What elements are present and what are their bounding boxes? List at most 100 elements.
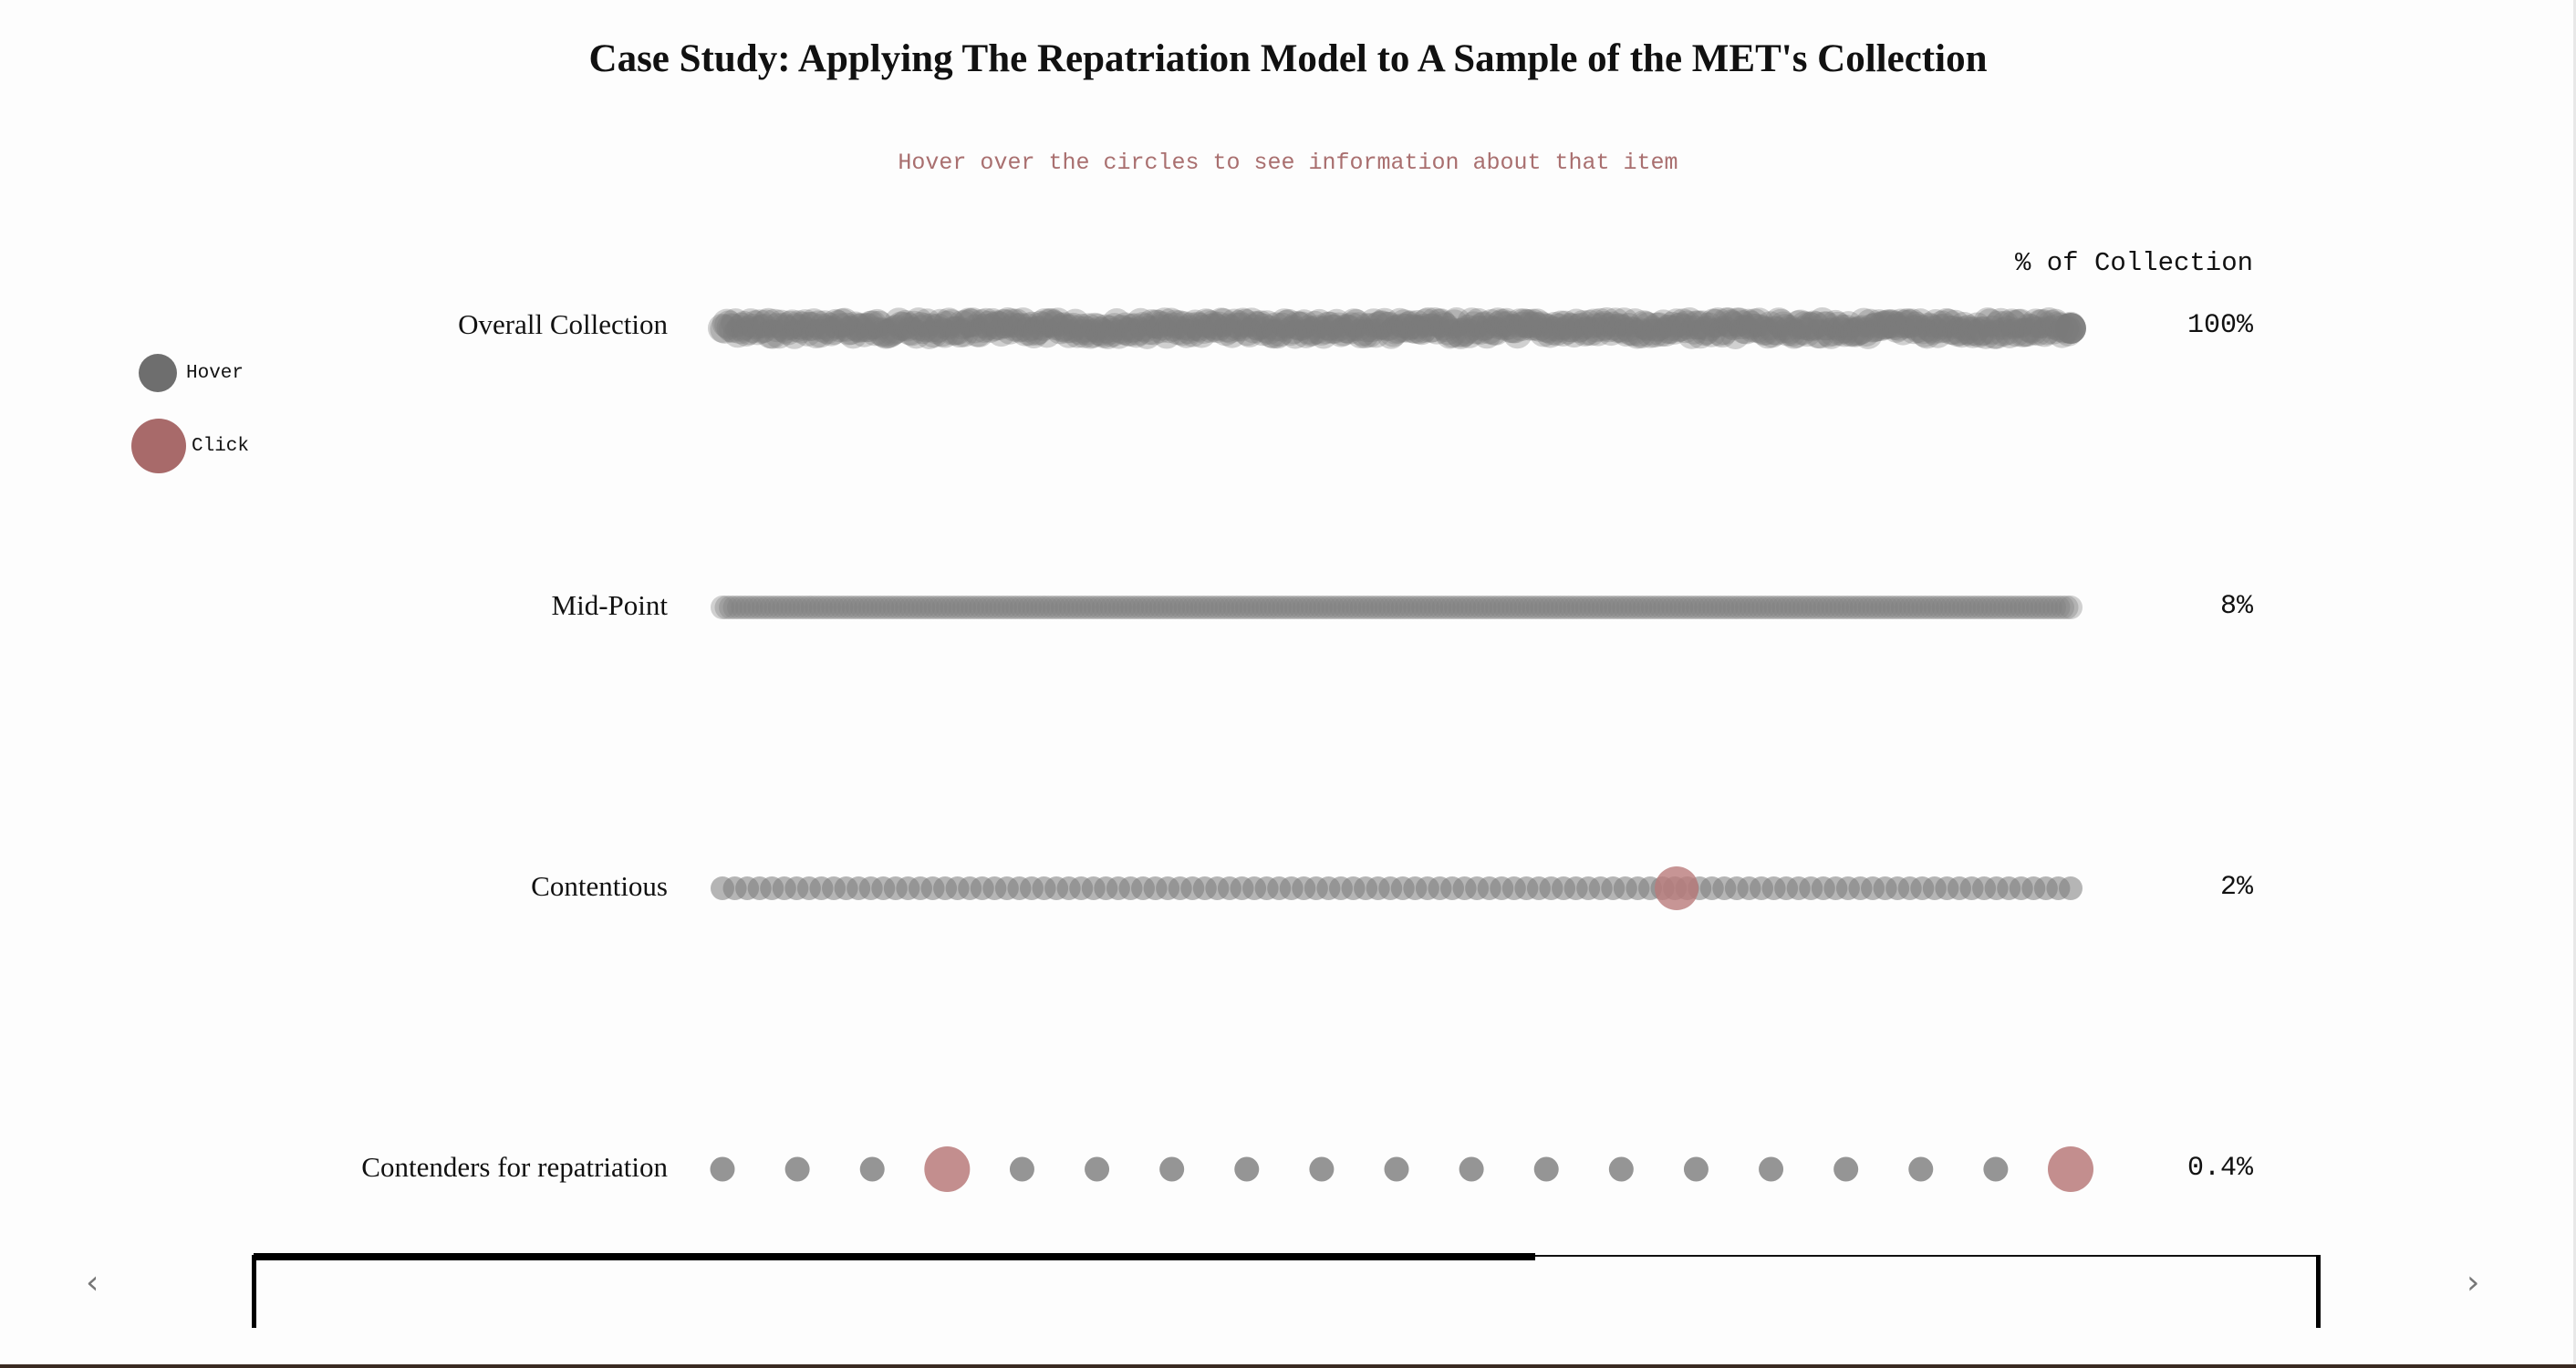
collection-item-dot[interactable]	[914, 319, 944, 349]
midpoint-item-dot[interactable]	[1263, 596, 1288, 619]
collection-item-dot[interactable]	[1060, 308, 1090, 338]
collection-item-dot[interactable]	[1700, 308, 1730, 338]
midpoint-item-dot[interactable]	[1566, 596, 1591, 619]
contender-item-dot[interactable]	[1459, 1156, 1484, 1182]
collection-item-dot[interactable]	[1683, 310, 1713, 340]
midpoint-item-dot[interactable]	[923, 596, 948, 619]
midpoint-item-dot[interactable]	[2010, 596, 2034, 619]
collection-item-dot[interactable]	[1672, 310, 1702, 340]
midpoint-item-dot[interactable]	[1665, 596, 1689, 619]
collection-item-dot[interactable]	[1813, 317, 1844, 347]
collection-item-dot[interactable]	[1661, 308, 1691, 338]
midpoint-item-dot[interactable]	[919, 596, 944, 619]
collection-item-dot[interactable]	[1910, 317, 1940, 347]
collection-item-dot[interactable]	[1945, 316, 1975, 346]
collection-item-dot[interactable]	[936, 309, 966, 339]
midpoint-item-dot[interactable]	[1116, 596, 1140, 619]
midpoint-item-dot[interactable]	[1079, 596, 1104, 619]
midpoint-item-dot[interactable]	[1378, 596, 1403, 619]
collection-item-dot[interactable]	[1790, 311, 1820, 341]
collection-item-dot[interactable]	[1788, 316, 1818, 346]
midpoint-item-dot[interactable]	[1706, 596, 1730, 619]
midpoint-item-dot[interactable]	[1333, 596, 1357, 619]
collection-item-dot[interactable]	[1520, 311, 1550, 341]
collection-item-dot[interactable]	[746, 314, 776, 344]
midpoint-item-dot[interactable]	[1428, 596, 1452, 619]
collection-item-dot[interactable]	[1223, 310, 1253, 340]
collection-item-dot[interactable]	[1106, 314, 1136, 344]
midpoint-item-dot[interactable]	[1001, 596, 1025, 619]
collection-item-dot[interactable]	[1054, 318, 1084, 348]
collection-item-dot[interactable]	[1408, 313, 1439, 343]
collection-item-dot[interactable]	[1846, 315, 1876, 345]
collection-item-dot[interactable]	[991, 309, 1021, 339]
collection-item-dot[interactable]	[1017, 311, 1047, 341]
collection-item-dot[interactable]	[1287, 311, 1317, 341]
collection-item-dot[interactable]	[1796, 312, 1826, 342]
collection-item-dot[interactable]	[1265, 317, 1295, 347]
collection-item-dot[interactable]	[1248, 316, 1278, 347]
collection-item-dot[interactable]	[1096, 315, 1126, 345]
collection-item-dot[interactable]	[1698, 308, 1729, 338]
collection-item-dot[interactable]	[1884, 311, 1914, 341]
collection-item-dot[interactable]	[1818, 316, 1848, 347]
midpoint-item-dot[interactable]	[1977, 596, 2001, 619]
collection-item-dot[interactable]	[1315, 311, 1345, 341]
midpoint-item-dot[interactable]	[1178, 596, 1202, 619]
collection-item-dot[interactable]	[1154, 314, 1184, 344]
collection-item-dot[interactable]	[788, 311, 818, 341]
collection-item-dot[interactable]	[1006, 312, 1036, 342]
collection-item-dot[interactable]	[1034, 308, 1065, 338]
collection-item-dot[interactable]	[1749, 316, 1779, 346]
collection-item-dot[interactable]	[1979, 319, 2010, 349]
collection-item-dot[interactable]	[1149, 307, 1179, 337]
midpoint-item-dot[interactable]	[1714, 596, 1739, 619]
midpoint-item-dot[interactable]	[1895, 596, 1919, 619]
midpoint-item-dot[interactable]	[1128, 596, 1153, 619]
collection-item-dot[interactable]	[1465, 315, 1495, 345]
collection-item-dot[interactable]	[1705, 316, 1735, 347]
midpoint-item-dot[interactable]	[1272, 596, 1296, 619]
collection-item-dot[interactable]	[1709, 316, 1740, 346]
collection-item-dot[interactable]	[1760, 316, 1790, 346]
midpoint-item-dot[interactable]	[1091, 596, 1116, 619]
midpoint-item-dot[interactable]	[1735, 596, 1760, 619]
collection-item-dot[interactable]	[984, 311, 1014, 341]
midpoint-item-dot[interactable]	[1243, 596, 1268, 619]
collection-item-dot[interactable]	[1052, 314, 1082, 344]
collection-item-dot[interactable]	[1988, 317, 2018, 347]
collection-item-dot[interactable]	[1636, 318, 1666, 348]
collection-item-dot[interactable]	[1252, 310, 1282, 340]
collection-item-dot[interactable]	[1234, 317, 1264, 347]
collection-item-dot[interactable]	[960, 314, 990, 344]
collection-item-dot[interactable]	[1553, 315, 1583, 345]
collection-item-dot[interactable]	[1209, 307, 1239, 337]
collection-item-dot[interactable]	[1799, 310, 1829, 340]
collection-item-dot[interactable]	[714, 310, 744, 340]
collection-item-dot[interactable]	[768, 312, 798, 342]
collection-item-dot[interactable]	[1929, 313, 1959, 343]
collection-item-dot[interactable]	[1733, 308, 1763, 338]
midpoint-item-dot[interactable]	[1915, 596, 1939, 619]
collection-item-dot[interactable]	[1920, 309, 1950, 339]
collection-item-dot[interactable]	[1165, 310, 1195, 340]
midpoint-item-dot[interactable]	[711, 596, 734, 619]
midpoint-item-dot[interactable]	[903, 596, 928, 619]
collection-item-dot[interactable]	[1899, 315, 1929, 345]
midpoint-item-dot[interactable]	[895, 596, 919, 619]
midpoint-item-dot[interactable]	[1497, 596, 1522, 619]
collection-item-dot[interactable]	[1740, 308, 1770, 338]
collection-item-dot[interactable]	[801, 318, 831, 348]
midpoint-item-dot[interactable]	[1771, 596, 1796, 619]
collection-item-dot[interactable]	[1625, 317, 1655, 347]
collection-item-dot[interactable]	[923, 313, 953, 343]
midpoint-item-dot[interactable]	[1989, 596, 2013, 619]
midpoint-item-dot[interactable]	[1300, 596, 1324, 619]
midpoint-item-dot[interactable]	[1132, 596, 1157, 619]
collection-item-dot[interactable]	[1276, 316, 1306, 347]
collection-item-dot[interactable]	[1772, 316, 1802, 347]
collection-item-dot[interactable]	[1267, 312, 1297, 342]
midpoint-item-dot[interactable]	[1686, 596, 1710, 619]
collection-item-dot[interactable]	[784, 310, 814, 340]
midpoint-item-dot[interactable]	[1456, 596, 1480, 619]
